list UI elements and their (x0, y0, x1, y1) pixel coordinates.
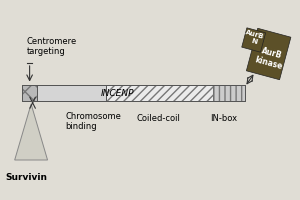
Bar (106, 84, 213, 101)
Text: IN-box: IN-box (210, 114, 237, 123)
Bar (213, 84, 245, 101)
Text: Coiled-coil: Coiled-coil (136, 114, 180, 123)
Bar (22, 84, 37, 101)
Text: Chromosome
binding: Chromosome binding (65, 112, 121, 131)
Text: Centromere
targeting: Centromere targeting (27, 37, 77, 56)
Text: AurB
kinase: AurB kinase (254, 45, 286, 71)
Bar (37, 84, 106, 101)
Text: INCENP: INCENP (101, 88, 134, 98)
Polygon shape (242, 28, 266, 52)
Bar (213, 84, 245, 101)
Bar (106, 84, 213, 101)
Text: Survivin: Survivin (6, 173, 48, 182)
Polygon shape (15, 104, 47, 160)
Bar (22, 84, 37, 101)
Polygon shape (246, 28, 291, 80)
Bar (22, 84, 245, 101)
Text: AurB
 N: AurB N (243, 29, 265, 47)
